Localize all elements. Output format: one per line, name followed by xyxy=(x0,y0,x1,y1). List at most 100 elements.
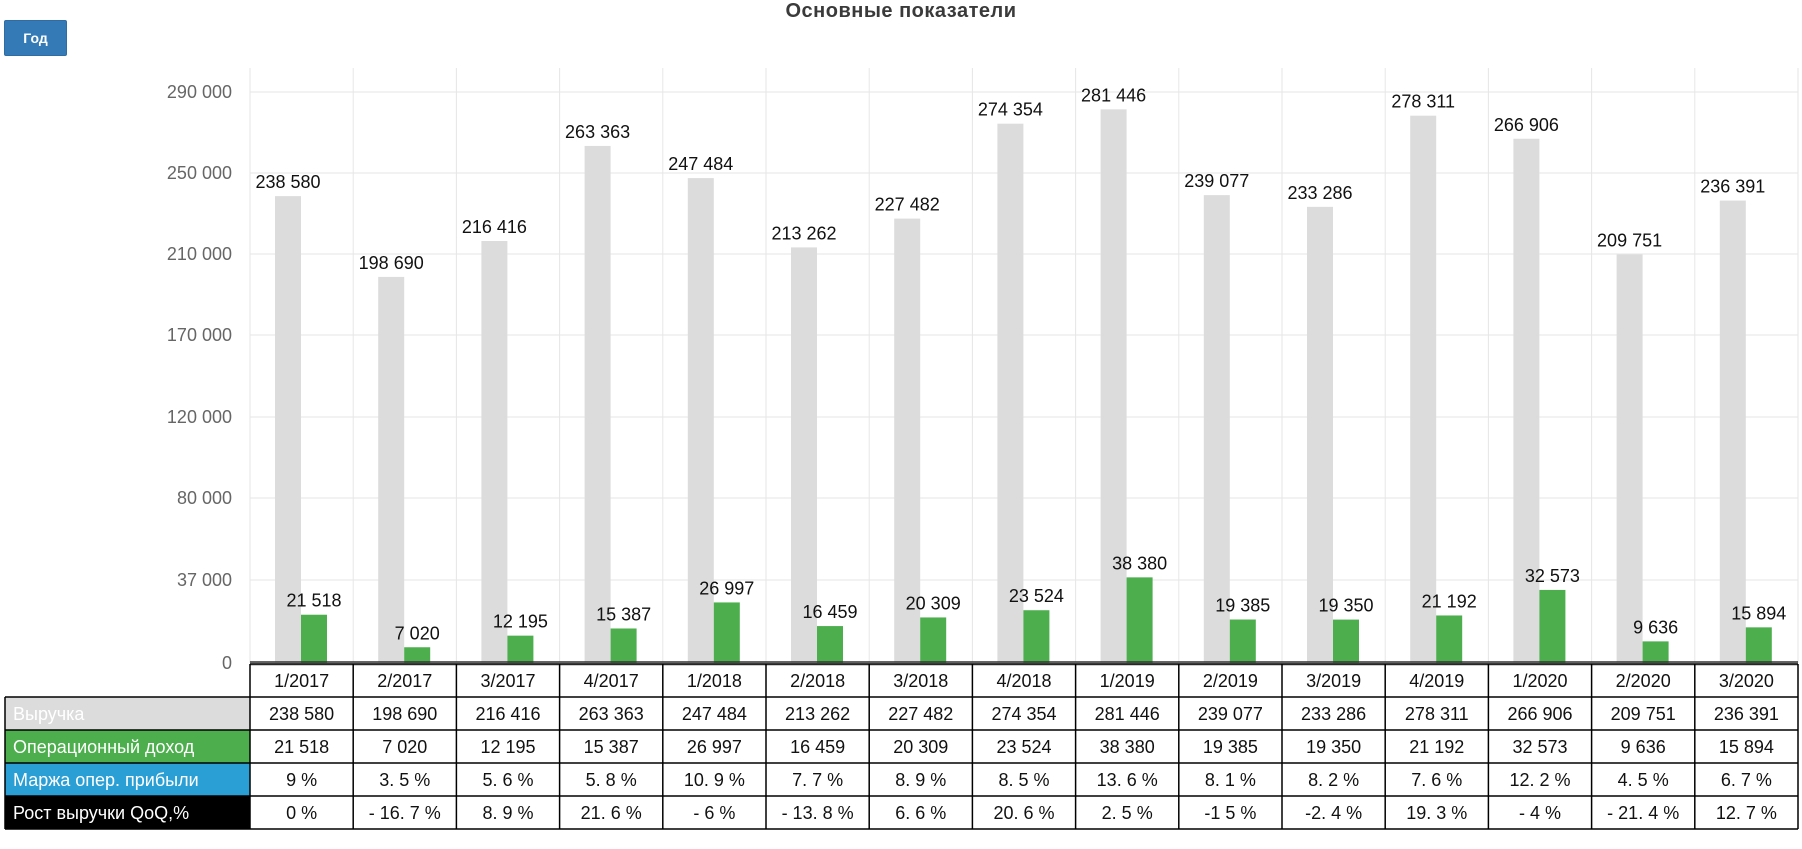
op-income-bar xyxy=(1023,610,1050,663)
page-title: Основные показатели xyxy=(785,0,1017,22)
table-cell-value: 12. 2 % xyxy=(1509,770,1570,790)
revenue-data-label: 263 363 xyxy=(565,122,630,142)
op-income-bar xyxy=(404,647,431,663)
table-cell-value: 4. 5 % xyxy=(1618,770,1669,790)
row-label: Выручка xyxy=(13,704,85,724)
table-cell-value: 21. 6 % xyxy=(581,803,642,823)
revenue-data-label: 278 311 xyxy=(1391,92,1455,112)
op-income-data-label: 12 195 xyxy=(493,612,548,632)
table-cell-value: 21 518 xyxy=(274,737,329,757)
table-cell-value: 2. 5 % xyxy=(1102,803,1153,823)
table-cell-value: 23 524 xyxy=(996,737,1051,757)
y-tick-label: 80 000 xyxy=(177,488,232,508)
table-cell-value: 266 906 xyxy=(1507,704,1572,724)
table-cell-value: 239 077 xyxy=(1198,704,1263,724)
table-cell-value: 233 286 xyxy=(1301,704,1366,724)
table-cell-value: 8. 5 % xyxy=(998,770,1049,790)
y-tick-label: 120 000 xyxy=(167,407,232,427)
table-cell-value: 9 % xyxy=(286,770,317,790)
table-cell-value: 19 385 xyxy=(1203,737,1258,757)
category-tick-label: 2/2019 xyxy=(1203,671,1258,691)
category-tick-label: 3/2019 xyxy=(1306,671,1361,691)
revenue-data-label: 198 690 xyxy=(359,253,424,273)
table-cell-value: 5. 6 % xyxy=(482,770,533,790)
row-label: Операционный доход xyxy=(13,737,195,757)
table-cell-value: 16 459 xyxy=(790,737,845,757)
table-cell-value: 8. 1 % xyxy=(1205,770,1256,790)
op-income-bar xyxy=(1436,615,1463,663)
revenue-bar xyxy=(1100,109,1127,664)
table-cell-value: 216 416 xyxy=(475,704,540,724)
table-cell-value: 9 636 xyxy=(1621,737,1666,757)
y-tick-label: 170 000 xyxy=(167,325,232,345)
table-cell-value: 209 751 xyxy=(1611,704,1676,724)
category-tick-label: 3/2018 xyxy=(893,671,948,691)
table-cell-value: -1 5 % xyxy=(1204,803,1256,823)
revenue-data-label: 274 354 xyxy=(978,100,1043,120)
y-tick-label: 250 000 xyxy=(167,163,232,183)
table-cell-value: 247 484 xyxy=(682,704,747,724)
category-tick-label: 3/2020 xyxy=(1719,671,1774,691)
table-cell-value: 38 380 xyxy=(1100,737,1155,757)
table-cell-value: 8. 9 % xyxy=(895,770,946,790)
revenue-bar xyxy=(687,178,714,663)
table-cell-value: 19 350 xyxy=(1306,737,1361,757)
revenue-data-label: 238 580 xyxy=(255,172,320,192)
table-cell-value: 3. 5 % xyxy=(379,770,430,790)
revenue-data-label: 247 484 xyxy=(668,154,733,174)
category-tick-label: 1/2019 xyxy=(1100,671,1155,691)
row-label-cell xyxy=(5,796,250,829)
revenue-bar xyxy=(1410,115,1437,663)
op-income-data-label: 32 573 xyxy=(1525,566,1580,586)
row-label-cell xyxy=(5,763,250,796)
y-tick-label: 0 xyxy=(222,653,232,673)
op-income-bar xyxy=(920,617,947,663)
table-cell-value: -2. 4 % xyxy=(1305,803,1362,823)
category-tick-label: 4/2018 xyxy=(996,671,1051,691)
y-tick-label: 290 000 xyxy=(167,82,232,102)
op-income-bar xyxy=(1229,619,1256,663)
revenue-bar xyxy=(481,241,508,663)
table-cell-value: 238 580 xyxy=(269,704,334,724)
table-cell-value: - 4 % xyxy=(1519,803,1561,823)
table-cell-value: 278 311 xyxy=(1405,704,1469,724)
category-tick-label: 2/2018 xyxy=(790,671,845,691)
revenue-data-label: 216 416 xyxy=(462,217,527,237)
op-income-data-label: 26 997 xyxy=(699,578,754,598)
category-tick-label: 3/2017 xyxy=(480,671,535,691)
table-cell-value: 13. 6 % xyxy=(1097,770,1158,790)
category-tick-label: 4/2019 xyxy=(1409,671,1464,691)
op-income-data-label: 15 387 xyxy=(596,604,651,624)
revenue-bar xyxy=(1513,138,1540,663)
table-cell-value: 15 387 xyxy=(584,737,639,757)
table-cell-value: 263 363 xyxy=(579,704,644,724)
table-cell-value: 8. 2 % xyxy=(1308,770,1359,790)
table-cell-value: 281 446 xyxy=(1095,704,1160,724)
op-income-bar xyxy=(1539,589,1566,663)
category-tick-label: 2/2020 xyxy=(1616,671,1671,691)
category-tick-label: 1/2020 xyxy=(1512,671,1567,691)
table-cell-value: 12. 7 % xyxy=(1716,803,1777,823)
table-cell-value: 15 894 xyxy=(1719,737,1774,757)
revenue-data-label: 209 751 xyxy=(1597,231,1662,251)
table-cell-value: - 16. 7 % xyxy=(369,803,441,823)
row-label: Маржа опер. прибыли xyxy=(13,770,199,790)
table-cell-value: 32 573 xyxy=(1512,737,1567,757)
op-income-bar xyxy=(1745,627,1772,663)
table-cell-value: 274 354 xyxy=(991,704,1056,724)
table-cell-value: 10. 9 % xyxy=(684,770,745,790)
table-cell-value: 26 997 xyxy=(687,737,742,757)
revenue-data-label: 227 482 xyxy=(875,195,940,215)
category-tick-label: 2/2017 xyxy=(377,671,432,691)
year-period-button[interactable]: Год xyxy=(4,20,67,56)
op-income-data-label: 9 636 xyxy=(1633,617,1678,637)
table-cell-value: 19. 3 % xyxy=(1406,803,1467,823)
op-income-data-label: 19 385 xyxy=(1215,596,1270,616)
op-income-data-label: 38 380 xyxy=(1112,553,1167,573)
op-income-bar xyxy=(301,614,327,663)
revenue-data-label: 236 391 xyxy=(1700,177,1765,197)
table-cell-value: 6. 6 % xyxy=(895,803,946,823)
op-income-data-label: 20 309 xyxy=(906,593,961,613)
table-cell-value: 6. 7 % xyxy=(1721,770,1772,790)
op-income-bar xyxy=(1126,577,1153,663)
